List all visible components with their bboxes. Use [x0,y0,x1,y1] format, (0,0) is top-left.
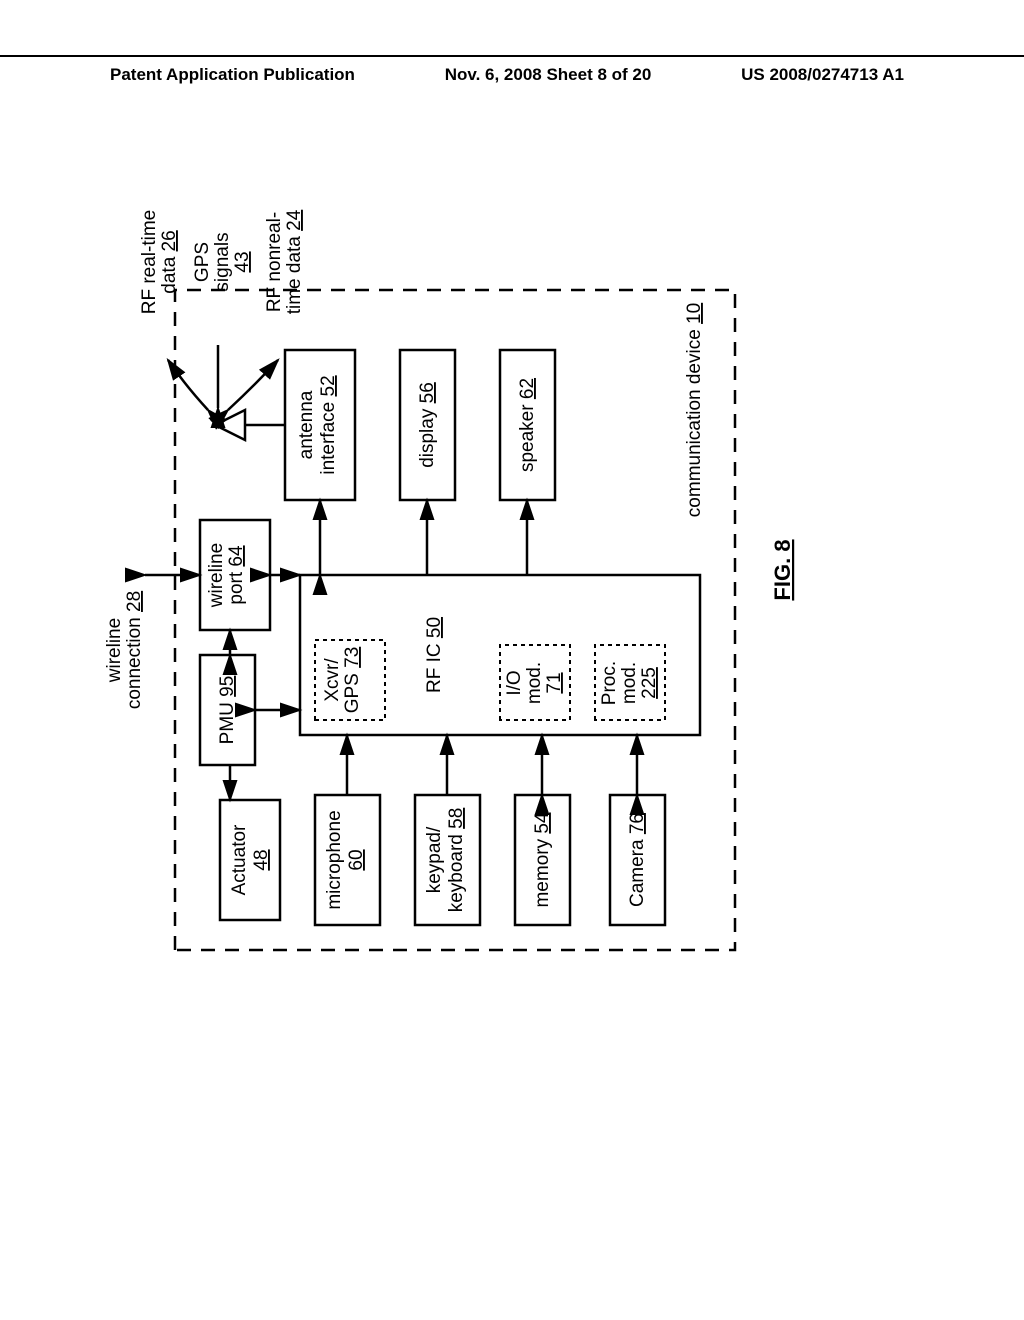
page: Patent Application Publication Nov. 6, 2… [0,0,1024,1320]
xcvr-label: Xcvr/ [322,658,343,702]
keypad-label2: keyboard 58 [446,808,467,913]
block-diagram: wireline connection 28 Actuator 48 PMU 9… [100,160,800,980]
antenna-symbol [215,410,245,440]
rf-rt-label: RF real-time [139,210,160,315]
io-ref: 71 [544,672,565,693]
diagram-container: wireline connection 28 Actuator 48 PMU 9… [100,280,920,980]
gps-label2: signals [212,232,233,291]
proc-label2: mod. [619,662,640,704]
actuator-ref: 48 [251,849,272,870]
rfic-label: RF IC 50 [424,617,445,693]
header-left: Patent Application Publication [110,65,355,85]
rf-nrt-label2: time data 24 [284,209,305,314]
gps-ref: 43 [232,251,253,272]
page-header: Patent Application Publication Nov. 6, 2… [0,55,1024,85]
microphone-ref: 60 [346,849,367,870]
wireline-connection-label2: connection 28 [124,591,145,709]
antenna-if-label2: interface 52 [318,375,339,474]
xcvr-label2: GPS 73 [342,647,363,714]
gps-label: GPS [192,242,213,282]
keypad-label: keypad/ [424,826,445,893]
display-label: display 56 [417,382,438,468]
memory-label: memory 54 [532,812,553,907]
proc-label: Proc. [599,661,620,705]
rf-rt-label2: data 26 [159,230,180,293]
proc-ref: 225 [639,667,660,699]
io-label2: mod. [524,662,545,704]
header-right: US 2008/0274713 A1 [741,65,904,85]
wireline-port-label: wireline [206,543,227,608]
camera-label: Camera 76 [627,813,648,907]
rf-nrt-label: RF nonreal- [264,212,285,312]
figure-caption: FIG. 8 [770,539,795,600]
wireline-connection-label: wireline [104,618,125,683]
header-center: Nov. 6, 2008 Sheet 8 of 20 [445,65,652,85]
actuator-label: Actuator [229,824,250,895]
comm-device-label: communication device 10 [684,303,705,517]
speaker-label: speaker 62 [517,378,538,472]
io-label: I/O [504,670,525,695]
microphone-label: microphone [324,810,345,909]
antenna-if-label: antenna [296,390,317,459]
pmu-label: PMU 95 [217,676,238,745]
rf-nrt-arrow [228,360,278,410]
wireline-port-label2: port 64 [226,545,247,605]
